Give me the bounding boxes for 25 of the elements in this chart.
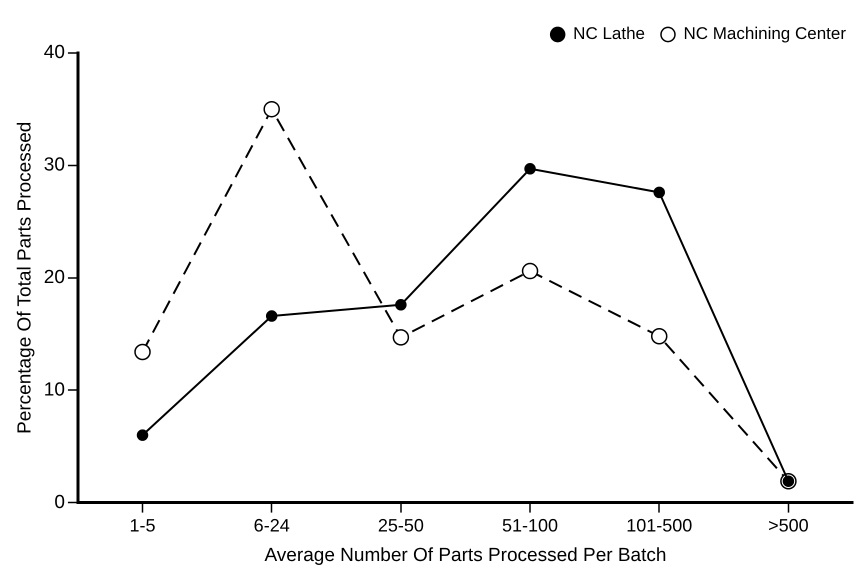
point bbox=[395, 299, 407, 311]
x-tick-label: 25-50 bbox=[378, 515, 424, 536]
y-tick-label: 30 bbox=[44, 154, 65, 176]
x-tick-label: 1-5 bbox=[130, 515, 156, 536]
x-tick-label: 51-100 bbox=[502, 515, 558, 536]
point bbox=[653, 186, 665, 198]
y-axis-title: Percentage Of Total Parts Processed bbox=[14, 122, 36, 434]
point bbox=[650, 328, 668, 344]
legend-label: NC Machining Center bbox=[683, 24, 846, 44]
point bbox=[392, 329, 410, 346]
point bbox=[263, 100, 280, 118]
point bbox=[524, 163, 536, 175]
x-tick-label: 101-500 bbox=[626, 515, 692, 536]
point bbox=[134, 344, 151, 360]
point bbox=[136, 429, 148, 441]
x-tick-label: 6-24 bbox=[254, 515, 290, 536]
y-tick-label: 0 bbox=[54, 492, 65, 513]
y-tick-label: 10 bbox=[44, 379, 65, 400]
legend-label: NC Lathe bbox=[573, 24, 645, 44]
x-axis-title: Average Number Of Parts Processed Per Batch bbox=[264, 544, 666, 566]
y-tick-label: 20 bbox=[44, 267, 65, 288]
point bbox=[266, 310, 278, 322]
point bbox=[522, 262, 538, 280]
x-tick-label: >500 bbox=[768, 515, 809, 536]
y-tick-label: 40 bbox=[44, 42, 65, 64]
